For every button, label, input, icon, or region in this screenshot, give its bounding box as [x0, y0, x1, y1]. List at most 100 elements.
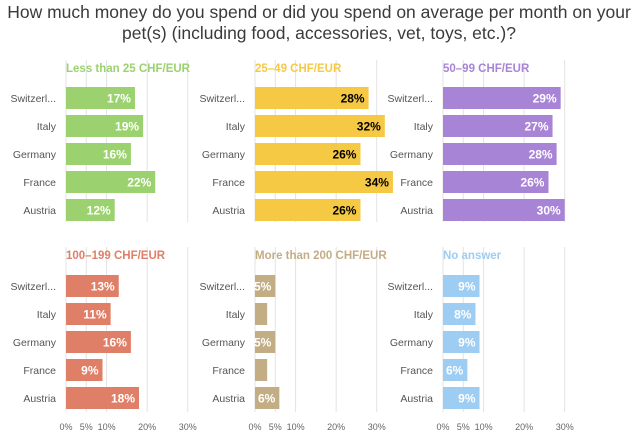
category-label-2-3: Germany	[202, 149, 246, 161]
bar-6-1	[443, 275, 480, 297]
bar-4-1	[66, 275, 119, 297]
category-label-1-5: Austria	[23, 205, 56, 217]
value-label-3-1: 29%	[533, 92, 557, 106]
chart-title-line-1: How much money do you spend or did you s…	[7, 2, 631, 22]
bar-5-5	[255, 387, 280, 409]
panel-title-1: Less than 25 CHF/EUR	[66, 63, 191, 75]
bar-2-2	[255, 115, 385, 137]
bar-6-2	[443, 303, 476, 325]
value-label-2-2: 32%	[357, 120, 381, 134]
category-label-2-1: Switzerl...	[199, 93, 245, 105]
bar-2-3	[255, 143, 361, 165]
category-label-6-5: Austria	[400, 393, 433, 405]
x-tick-label-4-3: 10%	[98, 422, 116, 432]
bar-2-4	[255, 171, 393, 193]
value-label-5-5: 6%	[258, 392, 276, 406]
value-label-2-3: 26%	[332, 148, 356, 162]
value-label-6-1: 9%	[458, 280, 476, 294]
panel-title-3: 50–99 CHF/EUR	[443, 63, 530, 75]
x-tick-label-5-5: 30%	[368, 422, 386, 432]
value-label-6-5: 9%	[458, 392, 476, 406]
bar-5-2	[255, 303, 268, 325]
category-label-4-1: Switzerl...	[10, 281, 56, 293]
category-label-6-4: France	[400, 365, 433, 377]
category-label-1-2: Italy	[37, 121, 57, 133]
category-label-3-4: France	[400, 177, 433, 189]
category-label-3-1: Switzerl...	[387, 93, 433, 105]
bar-4-4	[66, 359, 103, 381]
panel-title-6: No answer	[443, 250, 502, 262]
value-label-3-3: 28%	[529, 148, 553, 162]
bar-3-4	[443, 171, 549, 193]
category-label-5-2: Italy	[226, 309, 246, 321]
value-label-4-4: 9%	[81, 364, 99, 378]
bar-2-5	[255, 199, 361, 221]
category-label-6-3: Germany	[390, 337, 434, 349]
value-label-3-2: 27%	[525, 120, 549, 134]
bar-1-3	[66, 143, 131, 165]
value-label-4-2: 11%	[83, 308, 107, 322]
x-tick-label-6-4: 20%	[515, 422, 533, 432]
x-tick-label-4-5: 30%	[179, 422, 197, 432]
value-label-2-5: 26%	[332, 204, 356, 218]
category-label-3-5: Austria	[400, 205, 433, 217]
bar-4-2	[66, 303, 111, 325]
bar-6-4	[443, 359, 468, 381]
bar-1-2	[66, 115, 144, 137]
x-tick-label-4-4: 20%	[138, 422, 156, 432]
bar-4-3	[66, 331, 131, 353]
x-tick-label-5-2: 5%	[269, 422, 282, 432]
value-label-6-4: 6%	[446, 364, 464, 378]
category-label-4-3: Germany	[13, 337, 57, 349]
bar-3-5	[443, 199, 565, 221]
category-label-2-5: Austria	[212, 205, 245, 217]
value-label-6-2: 8%	[454, 308, 472, 322]
category-label-1-3: Germany	[13, 149, 57, 161]
category-label-4-5: Austria	[23, 393, 56, 405]
value-label-4-5: 18%	[111, 392, 135, 406]
x-tick-label-4-2: 5%	[80, 422, 93, 432]
panel-title-2: 25–49 CHF/EUR	[255, 63, 342, 75]
category-label-6-2: Italy	[414, 309, 434, 321]
value-label-3-5: 30%	[537, 204, 561, 218]
panel-title-5: More than 200 CHF/EUR	[255, 250, 387, 262]
value-label-2-1: 28%	[341, 92, 365, 106]
bar-6-5	[443, 387, 480, 409]
bar-1-1	[66, 87, 135, 109]
category-label-3-2: Italy	[414, 121, 434, 133]
bar-5-1	[255, 275, 276, 297]
bar-5-3	[255, 331, 276, 353]
value-label-1-3: 16%	[103, 148, 127, 162]
x-tick-label-5-1: 0%	[248, 422, 261, 432]
bar-3-1	[443, 87, 561, 109]
bar-3-3	[443, 143, 557, 165]
value-label-1-4: 22%	[127, 176, 151, 190]
value-label-5-1: 5%	[254, 280, 272, 294]
category-label-5-1: Switzerl...	[199, 281, 245, 293]
bar-2-1	[255, 87, 369, 109]
value-label-6-3: 9%	[458, 336, 476, 350]
value-label-1-5: 12%	[87, 204, 111, 218]
x-tick-label-6-3: 10%	[475, 422, 493, 432]
bar-6-3	[443, 331, 480, 353]
x-tick-label-5-3: 10%	[287, 422, 305, 432]
category-label-1-4: France	[23, 177, 56, 189]
chart-title-line-2: pet(s) (including food, accessories, vet…	[122, 23, 516, 43]
category-label-5-5: Austria	[212, 393, 245, 405]
bar-1-4	[66, 171, 156, 193]
category-label-4-2: Italy	[37, 309, 57, 321]
value-label-1-1: 17%	[107, 92, 131, 106]
value-label-2-4: 34%	[365, 176, 389, 190]
category-label-2-2: Italy	[226, 121, 246, 133]
category-label-1-1: Switzerl...	[10, 93, 56, 105]
value-label-3-4: 26%	[520, 176, 544, 190]
panel-title-4: 100–199 CHF/EUR	[66, 250, 166, 262]
category-label-5-4: France	[212, 365, 245, 377]
value-label-1-2: 19%	[115, 120, 139, 134]
bar-3-2	[443, 115, 553, 137]
x-tick-label-6-2: 5%	[457, 422, 470, 432]
bar-4-5	[66, 387, 140, 409]
x-tick-label-4-1: 0%	[59, 422, 72, 432]
category-label-4-4: France	[23, 365, 56, 377]
